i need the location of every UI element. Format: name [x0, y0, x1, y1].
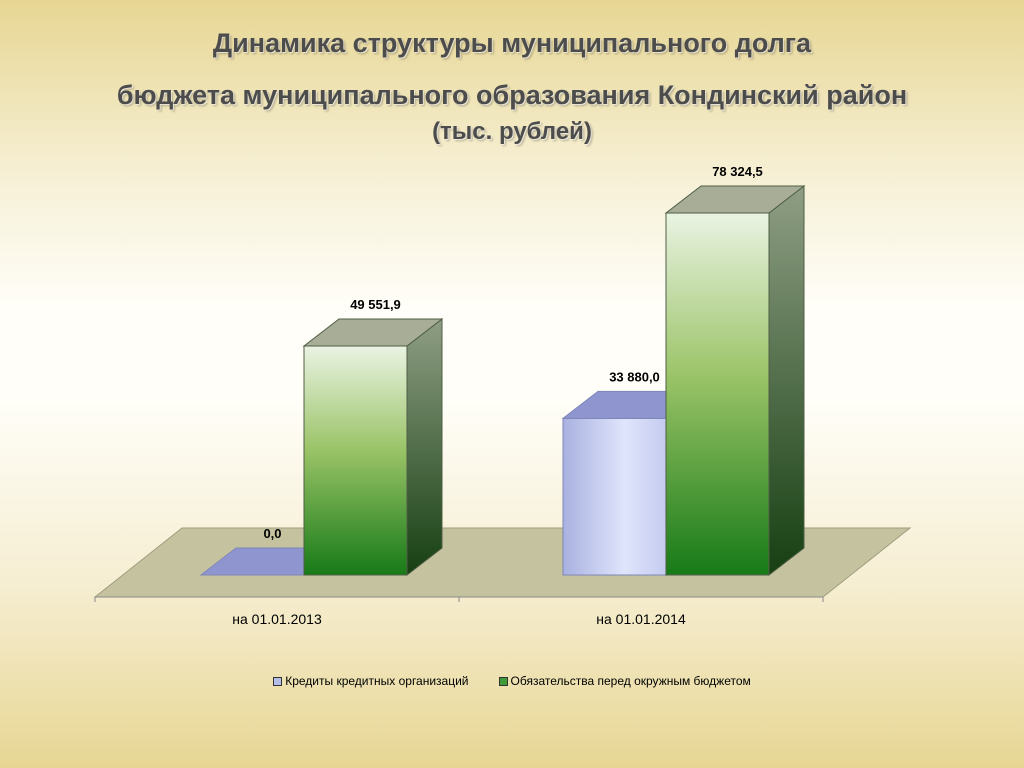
legend: Кредиты кредитных организаций Обязательс…: [0, 674, 1024, 688]
legend-swatch-obligations: [498, 676, 508, 686]
data-labels: 0,0 49 551,9 33 880,0 78 324,5: [263, 164, 762, 541]
bars: [199, 184, 806, 577]
bar-side: [768, 184, 805, 577]
legend-item-obligations: Обязательства перед окружным бюджетом: [498, 674, 751, 688]
bar-1-1: [664, 184, 806, 577]
bar-front: [665, 212, 770, 576]
data-label-0-0: 0,0: [263, 526, 281, 541]
legend-label-credits: Кредиты кредитных организаций: [285, 674, 469, 688]
x-axis: на 01.01.2013 на 01.01.2014: [94, 596, 824, 627]
data-label-1-1: 78 324,5: [712, 164, 763, 179]
bar-top: [664, 185, 806, 214]
x-tick-label-1: на 01.01.2014: [596, 611, 686, 627]
legend-item-credits: Кредиты кредитных организаций: [273, 674, 469, 688]
bar-top: [302, 318, 444, 347]
chart-units: (тыс. рублей): [432, 118, 592, 145]
data-label-0-1: 33 880,0: [609, 369, 660, 384]
chart-title-line-1: Динамика структуры муниципального долга: [212, 28, 812, 58]
bar-side: [406, 317, 443, 577]
data-label-1-0: 49 551,9: [350, 297, 401, 312]
chart-title-line-2: бюджета муниципального образования Конди…: [116, 80, 908, 110]
legend-label-obligations: Обязательства перед окружным бюджетом: [510, 674, 751, 688]
bar-1-0: [302, 317, 444, 577]
bar-front: [562, 417, 667, 576]
x-tick-label-0: на 01.01.2013: [232, 611, 322, 627]
legend-swatch-credits: [273, 676, 283, 686]
bar-front: [303, 345, 408, 576]
